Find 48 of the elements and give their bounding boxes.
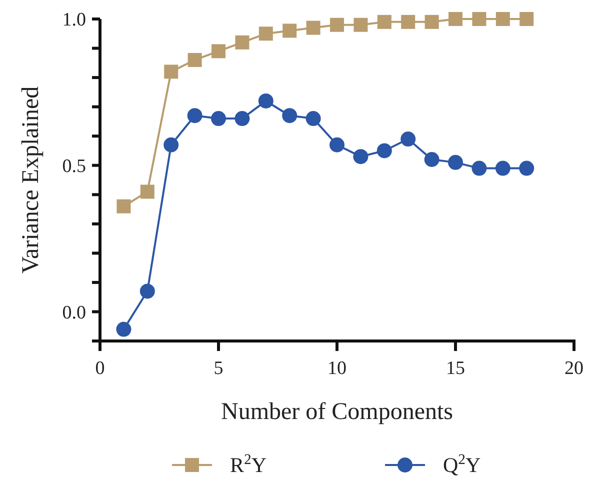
point <box>330 137 344 152</box>
point <box>377 14 392 29</box>
point <box>187 108 202 124</box>
point <box>306 111 321 126</box>
point <box>235 35 250 50</box>
point <box>116 199 131 214</box>
point <box>448 12 462 26</box>
point <box>164 64 178 79</box>
point <box>424 152 440 168</box>
point <box>400 132 416 147</box>
point <box>330 18 344 32</box>
point <box>496 12 510 26</box>
point <box>472 12 486 26</box>
point <box>212 44 226 58</box>
point <box>234 111 250 126</box>
point <box>472 160 487 176</box>
x-tick-label: 20 <box>564 358 584 379</box>
point <box>282 108 298 124</box>
point <box>306 20 320 35</box>
x-tick-label: 0 <box>95 358 105 379</box>
y-axis-title: Variance Explained <box>18 86 44 274</box>
point <box>376 143 392 158</box>
point <box>188 52 202 67</box>
point <box>164 137 179 152</box>
y-tick-label: 0.0 <box>62 302 86 324</box>
legend-label: Q$^{2}$Y <box>443 452 481 477</box>
point <box>354 18 368 32</box>
point <box>519 160 534 176</box>
point <box>116 322 132 337</box>
point <box>140 284 155 299</box>
point <box>353 149 368 164</box>
y-tick-label: 0.5 <box>62 156 86 178</box>
x-tick-label: 5 <box>214 358 224 379</box>
point <box>520 12 534 26</box>
legend-label: R$^{2}$Y <box>230 452 267 477</box>
point <box>258 26 273 41</box>
point <box>211 111 226 126</box>
point <box>495 160 510 176</box>
point <box>448 154 463 170</box>
x-tick-label: 10 <box>328 358 346 379</box>
point <box>282 24 297 38</box>
point <box>424 14 439 29</box>
x-axis-title: Number of Components <box>221 399 453 425</box>
point <box>401 14 416 29</box>
point <box>140 184 154 199</box>
y-tick-label: 1.0 <box>62 10 86 31</box>
point <box>258 93 274 108</box>
x-tick-label: 15 <box>446 358 465 379</box>
